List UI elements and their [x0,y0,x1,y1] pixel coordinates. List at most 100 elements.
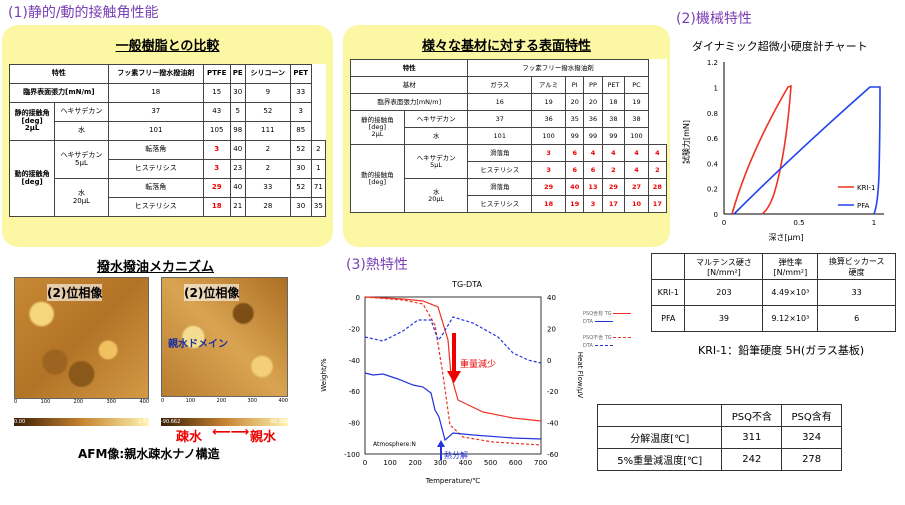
tg-y2tick: 0 [547,357,551,365]
table-cell: ヒステリシス [107,197,204,217]
afm-phase-image: (2)位相像 親水ドメイン [161,277,288,397]
table-cell: 18 [202,197,231,217]
table-cell: 278 [781,448,842,471]
tg-ytick: -60 [349,388,360,396]
table-cell: 4 [583,144,603,162]
table-cell: PET [601,76,626,94]
hardness-table: マルテンス硬さ [N/mm²] 弾性率 [N/mm²] 換算ビッカース 硬度 KRI-… [650,253,896,332]
section-1-heading: (1)静的/動的接触角性能 [8,5,159,21]
table-cell: 38 [601,110,626,128]
table-cell: 4.49×10³ [762,279,819,306]
table-cell: 1 [310,159,327,179]
table-cell: 101 [107,121,204,141]
tg-ytick: -20 [349,325,360,333]
table-cell: 転落角 [107,178,204,198]
table-cell: 特性 [349,59,469,77]
table-cell: 33 [817,279,896,306]
mass-loss-label: 重量減少 [460,358,496,370]
tg-y2label: Heat Flow/μV [576,352,584,399]
tg-y2tick: -40 [547,420,558,428]
table-cell: 99 [565,127,585,145]
table-cell: 5 [229,102,246,122]
table-cell: 2 [310,140,327,160]
section-3-heading: (3)熱特性 [346,257,408,273]
table-cell: 換算ビッカース 硬度 [817,253,896,280]
table-cell: 242 [721,448,783,471]
legend-tg-off: PSQ不含 TG [583,335,612,341]
table-cell: 35 [310,197,327,217]
table-cell: 3 [202,140,231,160]
mech-ytick: 0 [714,211,718,219]
comparison-title: 一般樹脂との比較 [115,39,220,54]
table-cell: ヘキサデカン 5μL [54,140,109,179]
tg-ylabel: Weight/% [320,358,328,392]
table-cell: 19 [565,195,585,213]
tg-xtick: 0 [363,459,367,467]
table-cell: PSQ不含 [721,404,783,427]
table-cell: PET [289,64,312,84]
table-cell: 滑落角 [467,178,533,196]
table-cell: PP [583,76,603,94]
hardness-chart: 00.20.40.60.811.20 0.5 1 KRI-1 PFA 深さ[μm] … [681,59,884,242]
table-cell: 36 [531,110,567,128]
table-cell: フッ素フリー撥水撥油剤 [467,59,649,77]
tg-y2tick: 40 [547,294,556,302]
table-cell: 3 [202,159,231,179]
table-cell: 28 [244,197,291,217]
legend-pfa: PFA [857,202,870,210]
table-cell: 17 [647,195,668,213]
table-cell: 13 [583,178,603,196]
tg-xtick: 100 [383,459,396,467]
afm-scale1-max: 2.41 [137,419,149,425]
table-cell: マルテンス硬さ [N/mm²] [684,253,764,280]
afm-caption: AFM像:親水疎水ナノ構造 [78,447,220,461]
table-cell: 9 [244,83,291,103]
afm-axis-1: 0 100 200 300 400 [14,399,149,405]
table-cell: PFA [650,305,686,332]
mech-chart-title: ダイナミック超微小硬度計チャート [692,40,868,53]
table-cell: 6 [583,161,603,179]
table-cell: 6 [817,305,896,332]
table-row: 特性 フッ素フリー撥水撥油剤 PTFE PE シリコーン PET [9,64,326,84]
table-cell: 2 [244,159,291,179]
table-cell: 39 [684,305,764,332]
afm-scale2-max: -90.388 [268,419,288,425]
table-cell: 29 [531,178,567,196]
table-cell: 29 [202,178,231,198]
table-cell: 4 [624,161,649,179]
table-cell: 40 [229,140,246,160]
table-cell: 105 [202,121,231,141]
mech-xtick: 0.5 [793,219,804,227]
table-cell: ヘキサデカン [403,110,469,128]
table-cell: 40 [565,178,585,196]
table-cell: 転落角 [107,140,204,160]
table-cell: 4 [624,144,649,162]
table-cell: 弾性率 [N/mm²] [762,253,819,280]
mech-ytick: 1 [714,85,718,93]
tg-xtick: 500 [484,459,497,467]
tg-xtick: 300 [434,459,447,467]
tg-title: TG-DTA [451,280,482,289]
hydro-arrow: ⟵⟶ [212,425,250,440]
afm-topography-image: (2)位相像 [14,277,149,399]
table-cell: 分解温度[℃] [596,426,723,449]
mech-xlabel: 深さ[μm] [768,233,803,242]
tg-xtick: 200 [409,459,422,467]
table-cell: ヒステリシス [107,159,204,179]
table-cell: 水 20μL [54,178,109,217]
table-cell: 99 [583,127,603,145]
table-cell: PC [624,76,649,94]
table-cell: 3 [583,195,603,213]
tg-psq-off [364,296,542,446]
table-cell: ヘキサデカン 5μL [403,144,469,179]
table-cell: 19 [624,93,649,111]
mech-xtick: 1 [872,219,876,227]
table-cell: 滑落角 [467,144,533,162]
table-cell: 38 [624,110,649,128]
pencil-note: KRI-1：鉛筆硬度 5H(ガラス基板) [698,344,865,357]
table-cell: 43 [202,102,231,122]
table-cell: 18 [531,195,567,213]
table-cell: 311 [721,426,783,449]
table-cell: 35 [565,110,585,128]
table-cell: 5%重量減温度[℃] [596,448,723,471]
